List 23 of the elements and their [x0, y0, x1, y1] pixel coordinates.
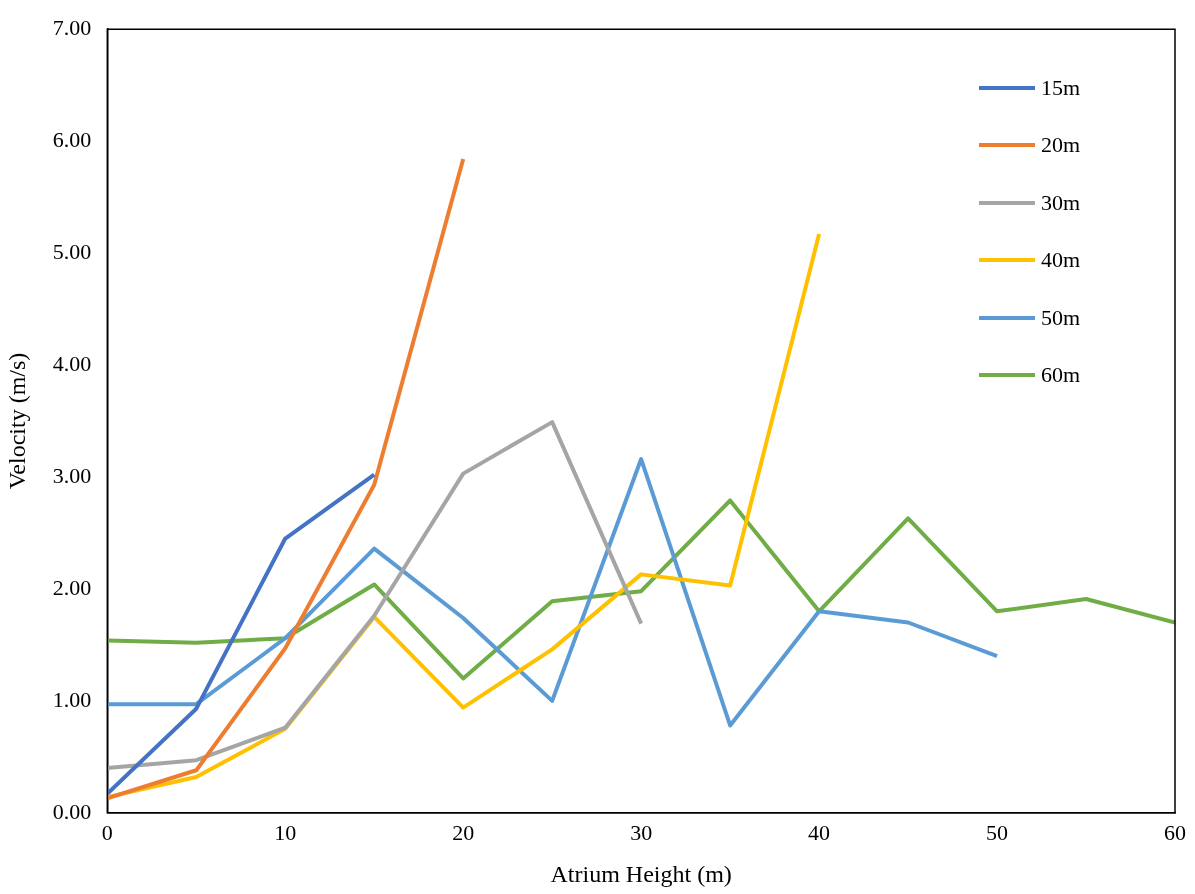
y-tick-label: 6.00 [52, 126, 92, 152]
x-tick-label: 40 [808, 819, 831, 845]
y-axis-title: Velocity (m/s) [3, 352, 30, 490]
x-tick-label: 60 [1164, 819, 1186, 845]
x-axis-title: Atrium Height (m) [550, 860, 732, 887]
x-tick-label: 30 [630, 819, 653, 845]
x-tick-label: 10 [274, 819, 297, 845]
y-tick-label: 7.00 [52, 14, 92, 40]
legend-label: 15m [1040, 74, 1080, 101]
legend-label: 40m [1040, 247, 1080, 274]
legend-label: 50m [1040, 304, 1080, 331]
x-tick-label: 0 [101, 819, 113, 845]
y-tick-label: 1.00 [52, 686, 92, 712]
y-tick-label: 3.00 [52, 462, 92, 488]
y-tick-label: 2.00 [52, 574, 92, 600]
y-tick-label: 0.00 [52, 798, 92, 824]
x-tick-label: 20 [452, 819, 475, 845]
legend-label: 30m [1040, 189, 1080, 216]
legend-label: 20m [1040, 132, 1080, 159]
y-tick-label: 5.00 [52, 238, 92, 264]
legend-label: 60m [1040, 362, 1080, 389]
y-tick-label: 4.00 [52, 350, 92, 376]
x-tick-label: 50 [986, 819, 1009, 845]
